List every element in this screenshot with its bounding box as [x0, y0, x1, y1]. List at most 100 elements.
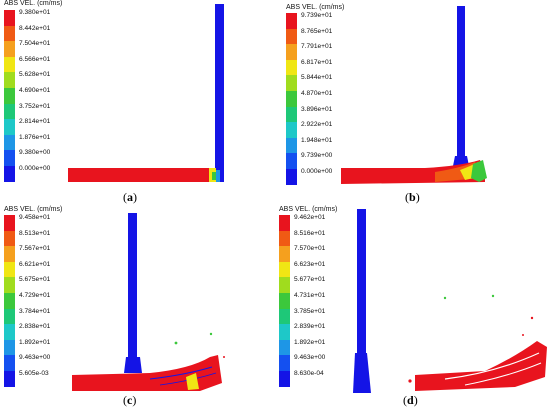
legend-swatch: [4, 72, 15, 88]
legend-swatch: [4, 56, 15, 73]
legend-swatch: [286, 91, 297, 107]
legend-swatch: [286, 28, 297, 45]
legend-tick-label: 5.677e+01: [294, 276, 326, 284]
legend-tick-label: 1.948e+01: [301, 136, 333, 144]
legend-swatch: [279, 277, 290, 293]
legend-swatch: [4, 119, 15, 135]
legend-swatch: [286, 153, 297, 169]
column-foot: [353, 353, 371, 393]
legend-tick-label: 8.765e+01: [301, 27, 333, 35]
panel-caption: (b): [405, 190, 420, 204]
legend-tick-label: 2.922e+01: [301, 121, 333, 129]
legend-tick-label: 9.458e+01: [19, 214, 51, 221]
legend-swatch: [4, 230, 15, 247]
legend-swatch: [4, 293, 15, 309]
horizontal-slab: [68, 168, 216, 182]
legend-tick-label: 8.442e+01: [19, 24, 51, 32]
legend-swatch: [4, 215, 15, 231]
legend-swatch: [4, 371, 15, 387]
legend-swatch: [279, 324, 290, 340]
deformed-slab: [72, 355, 222, 391]
legend-tick-label: 5.844e+01: [301, 74, 333, 82]
legend-swatch: [286, 122, 297, 138]
impact-yellow: [186, 373, 199, 390]
legend-swatch: [286, 13, 297, 29]
legend-tick-label: 6.621e+01: [19, 260, 51, 268]
legend-tick-label: 1.892e+01: [19, 338, 51, 346]
debris: [443, 296, 447, 300]
legend-tick-label: 7.791e+01: [301, 43, 333, 51]
legend-tick-label: 3.752e+01: [19, 102, 51, 110]
legend-swatch: [279, 261, 290, 278]
legend-tick-label: 9.380e+00: [19, 149, 51, 157]
impact-zone-blue: [216, 170, 220, 182]
legend-tick-label: 3.784e+01: [19, 307, 51, 315]
legend-swatch: [279, 355, 290, 371]
debris: [522, 334, 524, 336]
column-foot: [124, 357, 142, 373]
debris: [223, 356, 225, 358]
legend-tick-label: 9.463e+00: [294, 354, 326, 362]
legend-tick-label: 1.892e+01: [294, 338, 326, 346]
legend-swatch: [279, 339, 290, 356]
legend-tick-label: 9.462e+01: [294, 214, 326, 221]
panel-a: ABS VEL. (cm/ms) 9.380e+01 8.442e+01 7.504…: [0, 0, 275, 207]
panel-caption: (a): [123, 190, 137, 204]
deformed-slab: [415, 341, 547, 391]
debris: [209, 332, 213, 336]
legend-tick-label: 4.729e+01: [19, 292, 51, 299]
legend-swatch: [286, 169, 297, 185]
legend-swatch: [4, 150, 15, 166]
legend-tick-label: 7.570e+01: [294, 245, 326, 253]
vertical-column: [357, 209, 366, 357]
legend-tick-label: 5.675e+01: [19, 276, 51, 284]
panel-d: ABS VEL. (cm/ms) 9.462e+01 8.516e+01 7.570…: [275, 206, 550, 413]
legend-swatch: [4, 41, 15, 57]
legend-tick-label: 9.463e+00: [19, 354, 51, 362]
legend-tick-label: 8.516e+01: [294, 229, 326, 237]
legend-tick-label: 7.567e+01: [19, 245, 51, 253]
legend-swatch: [4, 261, 15, 278]
vertical-column: [457, 6, 465, 158]
legend-tick-label: 4.690e+01: [19, 87, 51, 94]
legend-swatch: [4, 103, 15, 120]
legend-swatch: [279, 293, 290, 309]
panel-caption: (c): [123, 393, 137, 407]
vertical-column: [215, 4, 224, 168]
legend-swatch: [286, 44, 297, 60]
slab-crack: [149, 366, 213, 380]
legend-title: ABS VEL. (cm/ms): [4, 206, 63, 213]
panel-caption: (d): [403, 393, 418, 407]
slab-crack: [464, 362, 542, 386]
legend-swatch: [279, 246, 290, 262]
legend-tick-label: 1.876e+01: [19, 133, 51, 141]
legend-swatch: [279, 230, 290, 247]
legend-swatch: [4, 166, 15, 182]
legend-swatch: [286, 75, 297, 91]
simulation-view-d: [353, 209, 547, 393]
debris: [491, 294, 495, 298]
legend-tick-label: 8.513e+01: [19, 229, 51, 237]
legend-tick-label: 5.628e+01: [19, 71, 51, 79]
legend-title: ABS VEL. (cm/ms): [279, 206, 338, 213]
color-legend: 9.739e+01 8.765e+01 7.791e+01 6.817e+01 5.84…: [286, 12, 346, 185]
legend-swatch: [4, 25, 15, 42]
vertical-column: [128, 213, 137, 363]
legend-tick-label: 2.814e+01: [19, 118, 51, 126]
legend-swatch: [279, 308, 290, 325]
legend-swatch: [4, 246, 15, 262]
debris: [530, 316, 534, 320]
legend-swatch: [4, 355, 15, 371]
column-foot: [453, 156, 469, 166]
legend-tick-label: 4.870e+01: [301, 90, 333, 97]
legend-tick-label: 6.623e+01: [294, 260, 326, 268]
legend-tick-label: 3.896e+01: [301, 105, 333, 113]
legend-swatch: [286, 137, 297, 154]
panel-b: ABS VEL. (cm/ms) 9.739e+01 8.765e+01 7.791…: [275, 0, 550, 207]
color-legend: 9.380e+01 8.442e+01 7.504e+01 6.566e+01 5.62…: [4, 9, 64, 182]
impact-zone-edge: [212, 172, 217, 180]
legend-tick-label: 2.838e+01: [19, 323, 51, 331]
legend-tick-label: 3.785e+01: [294, 307, 326, 315]
impact-green: [471, 160, 487, 182]
legend-tick-label: 8.630e-04: [294, 370, 324, 377]
